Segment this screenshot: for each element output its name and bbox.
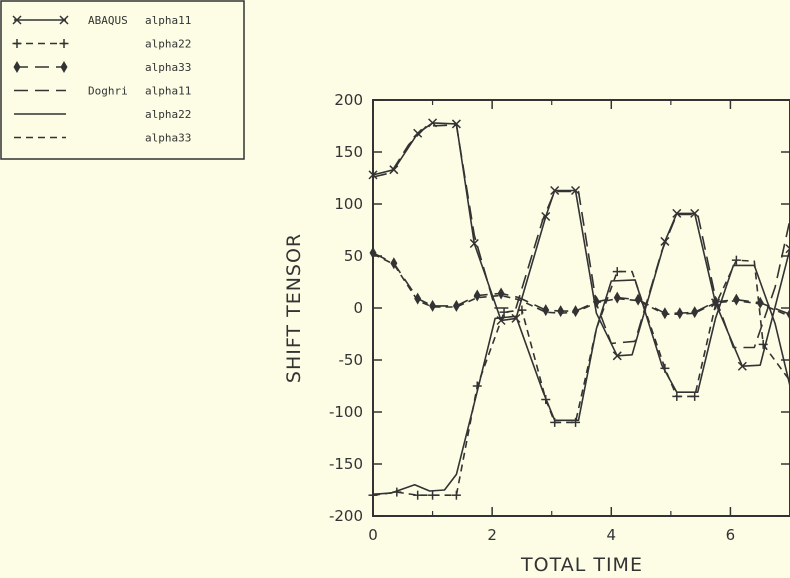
marker-abaqus-alpha33: [542, 304, 549, 316]
marker-abaqus-alpha33: [474, 290, 481, 302]
x-tick-label: 6: [726, 526, 736, 544]
marker-abaqus-alpha33: [787, 308, 790, 320]
legend-entry: alpha22: [14, 108, 191, 121]
series-line-doghri-alpha11: [373, 125, 790, 348]
marker-abaqus-alpha22: [690, 392, 699, 401]
marker-abaqus-alpha33: [661, 307, 668, 319]
marker-abaqus-alpha22: [500, 308, 509, 317]
x-axis-title: TOTAL TIME: [520, 554, 643, 574]
legend-entry: alpha22: [13, 38, 192, 51]
marker-abaqus-alpha33: [676, 307, 683, 319]
marker-abaqus-alpha22: [613, 267, 622, 276]
legend-group-label: ABAQUS: [88, 14, 128, 27]
y-tick-label: -100: [329, 403, 363, 421]
y-tick-label: -150: [329, 455, 363, 473]
legend-entry: alpha33: [14, 132, 191, 145]
marker-abaqus-alpha22: [473, 382, 482, 391]
marker-abaqus-alpha22: [428, 491, 437, 500]
legend-entry: ABAQUS alpha11: [13, 14, 191, 27]
marker-abaqus-alpha22: [672, 392, 681, 401]
marker-abaqus-alpha33: [429, 300, 436, 312]
marker-abaqus-alpha33: [453, 300, 460, 312]
legend-marker: [60, 39, 69, 48]
x-tick-label: 0: [368, 526, 378, 544]
series-line-doghri-alpha22: [373, 265, 790, 494]
y-tick-label: 150: [334, 143, 363, 161]
legend-series-label: alpha11: [145, 85, 191, 98]
y-tick-label: 50: [344, 247, 363, 265]
marker-abaqus-alpha22: [369, 491, 378, 500]
marker-abaqus-alpha33: [498, 287, 505, 299]
y-tick-label: 0: [353, 299, 363, 317]
legend-series-label: alpha22: [145, 108, 191, 121]
legend-series-label: alpha22: [145, 38, 191, 51]
axis-ticks: 0 2 4 6 200 150 100 50 0 -50 -100 -150 -200: [329, 91, 790, 544]
marker-abaqus-alpha33: [572, 305, 579, 317]
legend-entry: Doghri alpha11: [14, 85, 191, 98]
y-axis-title: SHIFT TENSOR: [283, 233, 305, 383]
marker-abaqus-alpha33: [614, 292, 621, 304]
y-tick-label: 100: [334, 195, 363, 213]
legend-entry: alpha33: [14, 61, 192, 74]
marker-abaqus-alpha22: [413, 491, 422, 500]
marker-abaqus-alpha33: [691, 306, 698, 318]
marker-abaqus-alpha33: [414, 293, 421, 305]
marker-abaqus-alpha33: [733, 294, 740, 306]
y-tick-label: -50: [339, 351, 364, 369]
marker-abaqus-alpha22: [392, 488, 401, 497]
y-tick-label: 200: [334, 91, 363, 109]
legend-marker: [61, 61, 68, 73]
marker-abaqus-alpha33: [370, 247, 377, 259]
legend-items: ABAQUS alpha11 alpha22 alpha33 Doghri alpha11…: [13, 14, 192, 145]
legend-marker: [13, 39, 22, 48]
marker-abaqus-alpha22: [550, 418, 559, 427]
marker-abaqus-alpha22: [732, 256, 741, 265]
legend-marker: [14, 61, 21, 73]
series-line-abaqus-alpha22: [373, 260, 790, 495]
legend-series-label: alpha33: [145, 132, 191, 145]
marker-abaqus-alpha33: [557, 305, 564, 317]
series-layer: [373, 123, 790, 495]
y-tick-label: -200: [329, 507, 363, 525]
marker-abaqus-alpha22: [452, 491, 461, 500]
marker-abaqus-alpha22: [541, 395, 550, 404]
x-tick-label: 4: [607, 526, 617, 544]
x-tick-label: 2: [487, 526, 497, 544]
legend-series-label: alpha33: [145, 61, 191, 74]
legend-group-label: Doghri: [88, 85, 128, 98]
legend-series-label: alpha11: [145, 14, 191, 27]
legend: ABAQUS alpha11 alpha22 alpha33 Doghri alpha11…: [1, 1, 244, 159]
